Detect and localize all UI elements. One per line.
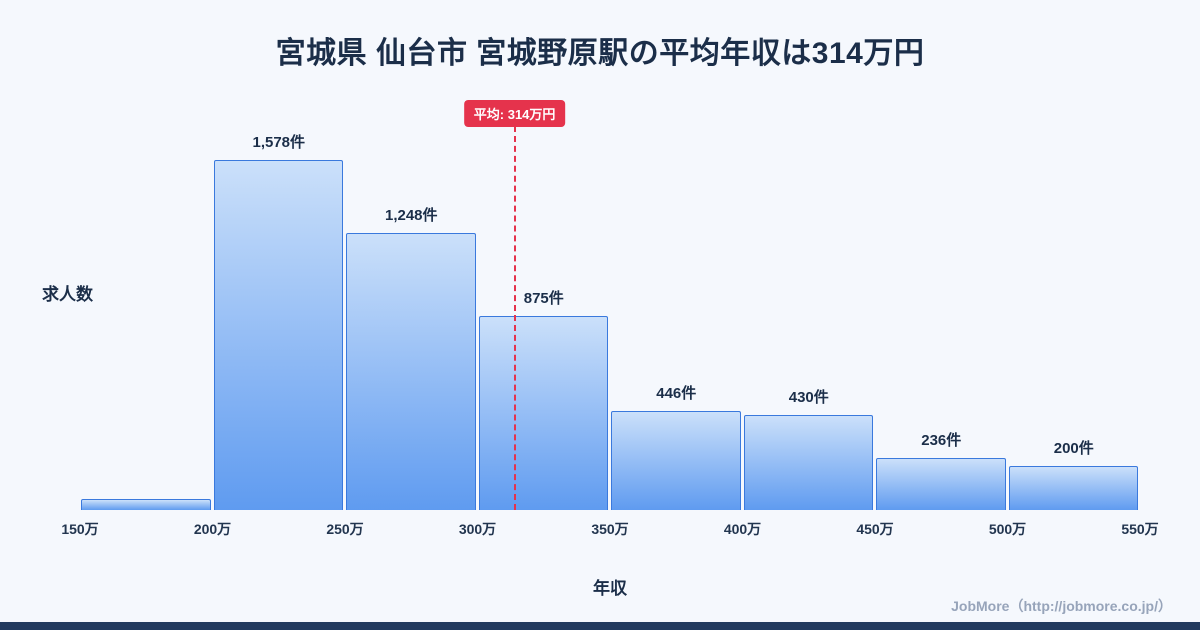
average-line <box>513 126 516 510</box>
x-tick-label: 150万 <box>61 521 99 537</box>
histogram-bar <box>346 233 476 510</box>
bar-value-label: 446件 <box>656 385 697 402</box>
x-axis-label: 年収 <box>593 579 627 598</box>
x-tick-label: 350万 <box>591 521 629 537</box>
y-axis-label: 求人数 <box>42 285 93 304</box>
histogram-bar <box>611 411 741 510</box>
bar-value-label: 875件 <box>523 290 564 307</box>
x-tick-label: 450万 <box>856 521 894 537</box>
page-title: 宮城県 仙台市 宮城野原駅の平均年収は314万円 <box>275 37 925 70</box>
histogram-bar <box>1008 466 1138 510</box>
histogram-bar <box>81 499 211 510</box>
histogram-bar <box>743 415 873 510</box>
x-tick-label: 550万 <box>1121 521 1159 537</box>
average-badge: 平均: 314万円 <box>463 100 566 127</box>
x-tick-label: 300万 <box>458 521 497 537</box>
chart-area: 1,578件 1,248件 875件 446件 430件 236件 200件 150万 200万… <box>61 98 1159 537</box>
bottom-strip <box>0 622 1200 630</box>
bar-value-label: 200件 <box>1053 440 1094 457</box>
bar-value-label: 430件 <box>788 389 829 406</box>
bar-value-label: 1,578件 <box>252 134 306 151</box>
histogram-bar <box>213 160 343 510</box>
x-tick-label: 200万 <box>193 521 232 537</box>
bar-value-label: 1,248件 <box>384 207 438 224</box>
footer-credit: JobMore（http://jobmore.co.jp/） <box>951 598 1172 614</box>
x-tick-label: 500万 <box>988 521 1027 537</box>
histogram-bar <box>876 458 1006 510</box>
x-tick-label: 250万 <box>326 521 364 537</box>
x-tick-label: 400万 <box>723 521 762 537</box>
histogram-bar <box>478 316 608 510</box>
bar-value-label: 236件 <box>921 432 962 449</box>
